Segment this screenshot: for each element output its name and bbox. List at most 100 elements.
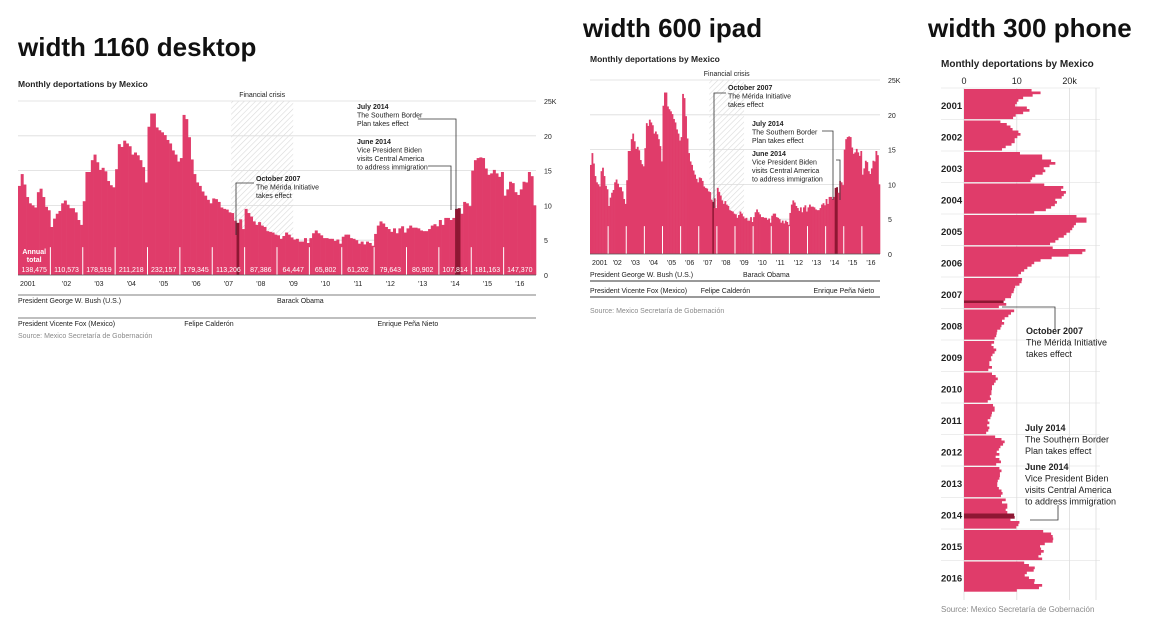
ipad-bar bbox=[836, 187, 839, 254]
ipad-bar bbox=[707, 191, 710, 254]
phone-bar bbox=[964, 259, 1041, 262]
desktop-annual-total: 178,519 bbox=[86, 267, 111, 274]
desktop-bar bbox=[325, 238, 329, 275]
desktop-year-label: '04 bbox=[127, 281, 136, 288]
desktop-bar bbox=[371, 245, 375, 275]
phone-bar bbox=[964, 295, 1011, 299]
ipad-bar bbox=[860, 150, 863, 254]
ipad-year-label: '12 bbox=[794, 260, 803, 267]
ipad-chart-title: Monthly deportations by Mexico bbox=[590, 54, 720, 64]
phone-bar bbox=[964, 547, 1042, 551]
phone-bar bbox=[964, 174, 1036, 178]
ipad-bar bbox=[736, 217, 739, 254]
ipad-bar bbox=[713, 198, 716, 254]
desktop-bar bbox=[374, 233, 378, 275]
ipad-bar bbox=[635, 148, 638, 254]
desktop-bar bbox=[511, 183, 515, 275]
ipad-bar bbox=[756, 209, 758, 254]
ipad-bar bbox=[596, 182, 598, 254]
phone-bar bbox=[964, 589, 1017, 592]
ipad-bar bbox=[662, 105, 665, 254]
phone-bar bbox=[964, 426, 990, 430]
ipad-bar bbox=[644, 148, 647, 254]
ipad-bar bbox=[703, 186, 706, 254]
desktop-bar bbox=[422, 231, 426, 275]
phone-bar bbox=[964, 283, 1020, 286]
desktop-annotation-text-biden: to address immigration bbox=[357, 165, 428, 172]
ipad-year-label: '14 bbox=[830, 260, 839, 267]
ipad-bar bbox=[790, 204, 793, 254]
ipad-bar bbox=[869, 173, 872, 254]
desktop-bar bbox=[31, 205, 35, 275]
phone-bar bbox=[964, 542, 1045, 546]
phone-bar bbox=[964, 154, 1043, 158]
ipad-bar bbox=[781, 220, 784, 254]
ipad-bar bbox=[763, 217, 766, 254]
ipad-bar bbox=[680, 137, 683, 254]
phone-bar bbox=[964, 421, 990, 425]
desktop-bar bbox=[266, 231, 270, 275]
ipad-bar bbox=[660, 161, 663, 254]
phone-bar bbox=[964, 217, 1087, 221]
ipad-bar bbox=[858, 155, 861, 254]
ipad-bar bbox=[665, 92, 668, 254]
desktop-annotation-text-southern: The Southern Border bbox=[357, 113, 423, 120]
desktop-bar bbox=[455, 208, 459, 275]
ipad-bar bbox=[772, 213, 775, 254]
ipad-bar bbox=[608, 205, 610, 254]
desktop-annual-total: 110,573 bbox=[54, 267, 79, 274]
phone-bar bbox=[964, 526, 1017, 529]
desktop-bar bbox=[287, 234, 291, 275]
ipad-bar bbox=[867, 171, 870, 254]
ipad-bar bbox=[633, 141, 636, 254]
ipad-bar bbox=[875, 150, 878, 254]
ipad-bar bbox=[606, 189, 609, 254]
desktop-bar bbox=[446, 217, 450, 275]
phone-year-label: 2006 bbox=[941, 259, 962, 270]
phone-year-label: 2001 bbox=[941, 101, 963, 112]
phone-bar bbox=[964, 387, 992, 391]
ipad-bar bbox=[725, 204, 728, 254]
ipad-bar bbox=[620, 187, 623, 254]
ipad-bar bbox=[645, 123, 648, 254]
desktop-bar bbox=[193, 174, 197, 275]
desktop-bar bbox=[274, 234, 278, 275]
desktop-annual-total: 61,202 bbox=[347, 267, 369, 274]
ipad-bar bbox=[650, 122, 653, 255]
phone-bar bbox=[964, 353, 993, 357]
phone-bar bbox=[964, 460, 1001, 464]
desktop-bar bbox=[142, 167, 146, 275]
desktop-bar bbox=[71, 208, 75, 275]
ipad-year-label: '06 bbox=[685, 260, 694, 267]
phone-year-label: 2005 bbox=[941, 227, 963, 238]
desktop-bar bbox=[109, 185, 113, 275]
desktop-bar bbox=[244, 208, 248, 275]
desktop-bar bbox=[263, 226, 267, 275]
ipad-us-president-label: President George W. Bush (U.S.) bbox=[590, 272, 693, 279]
phone-bar bbox=[964, 91, 1041, 95]
desktop-bar bbox=[312, 233, 316, 275]
ipad-bar bbox=[673, 118, 675, 254]
phone-bar bbox=[964, 487, 999, 490]
desktop-bar bbox=[498, 176, 502, 275]
ipad-bar bbox=[825, 199, 828, 254]
phone-bar bbox=[964, 494, 1001, 498]
desktop-bar bbox=[50, 226, 54, 275]
desktop-bar bbox=[120, 146, 124, 275]
desktop-bar bbox=[479, 157, 483, 275]
ipad-bar bbox=[768, 218, 771, 254]
phone-year-label: 2016 bbox=[941, 574, 962, 585]
phone-bar bbox=[964, 99, 1019, 102]
desktop-year-label: '10 bbox=[321, 281, 330, 288]
phone-bar bbox=[964, 230, 1071, 233]
ipad-bar bbox=[728, 210, 731, 254]
ipad-annotation-text-southern: The Southern Border bbox=[752, 130, 818, 137]
ipad-bar bbox=[750, 217, 752, 254]
ipad-year-label: '15 bbox=[848, 260, 857, 267]
phone-bar bbox=[964, 409, 995, 412]
desktop-bar bbox=[66, 204, 70, 275]
phone-bar bbox=[964, 550, 1044, 553]
desktop-bar bbox=[473, 160, 477, 275]
desktop-bar bbox=[457, 208, 461, 275]
desktop-bar bbox=[47, 210, 51, 275]
